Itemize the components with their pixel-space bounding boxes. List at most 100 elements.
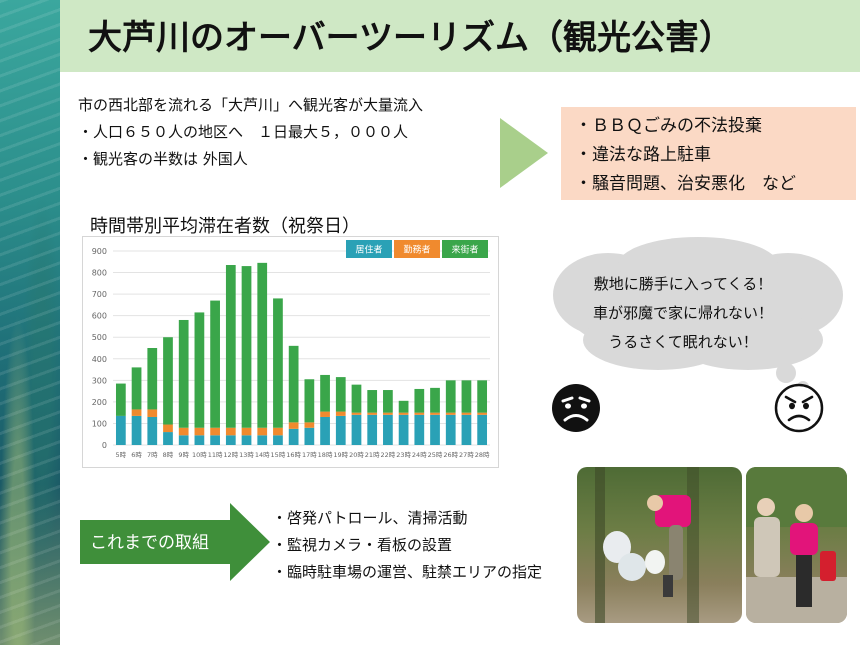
efforts-list: ・啓発パトロール、清掃活動 ・監視カメラ・看板の設置 ・臨時駐車場の運営、駐禁エ… (272, 505, 542, 586)
complaint-text: うるさくて眠れない！ (608, 333, 758, 351)
bar-resident (241, 435, 252, 445)
bar-resident (445, 414, 456, 445)
legend-label: 居住者 (355, 244, 382, 256)
x-tick-label: 16時 (286, 451, 301, 459)
effort-item: ・啓発パトロール、清掃活動 (272, 509, 468, 527)
bar-resident (178, 435, 189, 445)
bar-commuter (383, 412, 393, 415)
bar-visitor (398, 400, 409, 413)
bar-commuter (335, 411, 346, 416)
y-tick-label: 200 (92, 398, 107, 407)
bar-resident (163, 432, 173, 445)
problem-item: ・ＢＢＱごみの不法投棄 (575, 116, 762, 136)
bar-resident (320, 416, 330, 445)
intro-bullet-population: ・人口６５０人の地区へ １日最大５，０００人 (78, 123, 409, 141)
bar-visitor (335, 377, 346, 412)
bar-resident (288, 428, 299, 445)
bar-visitor (241, 266, 252, 428)
bar-resident (210, 435, 220, 445)
bar-resident (147, 416, 158, 445)
efforts-label: これまでの取組 (90, 533, 209, 553)
y-tick-label: 100 (92, 419, 107, 428)
bar-resident (398, 414, 409, 445)
bar-visitor (194, 312, 205, 428)
bar-resident (351, 414, 362, 445)
arrow-right-icon (500, 118, 548, 188)
bar-commuter (131, 409, 142, 416)
legend-swatch (442, 240, 488, 258)
bar-commuter (241, 427, 252, 436)
bar-commuter (414, 412, 425, 415)
bar-visitor (320, 374, 330, 412)
efforts-arrow (80, 503, 270, 581)
y-tick-label: 900 (92, 247, 107, 256)
bar-visitor (257, 262, 268, 428)
y-tick-label: 500 (92, 333, 107, 342)
x-tick-label: 21時 (365, 451, 380, 459)
patrol-photo (746, 467, 847, 623)
y-tick-label: 800 (92, 269, 107, 278)
bar-commuter (477, 412, 488, 415)
y-tick-label: 600 (92, 312, 107, 321)
problem-box: ・ＢＢＱごみの不法投棄 ・違法な路上駐車 ・騒音問題、治安悪化 など (561, 107, 856, 200)
bar-commuter (320, 411, 330, 417)
bar-visitor (461, 380, 472, 413)
x-tick-label: 28時 (475, 451, 490, 459)
bar-commuter (147, 409, 158, 417)
bar-commuter (367, 412, 378, 415)
complaints-bubble: 敷地に勝手に入ってくる！ 車が邪魔で家に帰れない！ うるさくて眠れない！ (558, 270, 808, 357)
x-tick-label: 13時 (239, 451, 254, 459)
bar-resident (414, 414, 425, 445)
x-tick-label: 6時 (131, 451, 142, 459)
bar-visitor (288, 345, 299, 423)
bar-commuter (430, 412, 440, 415)
bar-resident (194, 435, 205, 445)
bar-visitor (445, 380, 456, 413)
x-tick-label: 12時 (223, 451, 238, 459)
complaint-text: 敷地に勝手に入ってくる！ (593, 275, 773, 293)
bar-resident (477, 414, 488, 445)
bar-visitor (225, 265, 236, 428)
x-tick-label: 18時 (318, 451, 333, 459)
bar-visitor (351, 384, 362, 413)
bar-visitor (367, 390, 378, 413)
x-tick-label: 8時 (163, 451, 174, 459)
x-tick-label: 19時 (333, 451, 348, 459)
y-tick-label: 700 (92, 290, 107, 299)
bar-resident (367, 414, 378, 445)
bar-visitor (163, 337, 173, 425)
bar-visitor (304, 379, 315, 423)
legend-swatch (394, 240, 440, 258)
x-tick-label: 17時 (302, 451, 317, 459)
chart-title: 時間帯別平均滞在者数（祝祭日） (90, 216, 360, 237)
bar-visitor (210, 300, 220, 428)
problem-item: ・騒音問題、治安悪化 など (575, 174, 796, 194)
bar-commuter (194, 427, 205, 436)
y-tick-label: 300 (92, 376, 107, 385)
bar-resident (115, 415, 126, 445)
x-tick-label: 9時 (178, 451, 189, 459)
sad-face-icon (552, 384, 600, 432)
x-tick-label: 23時 (396, 451, 411, 459)
intro-block: 市の西北部を流れる「大芦川」へ観光客が大量流入 ・人口６５０人の地区へ １日最大… (78, 92, 423, 173)
bar-commuter (163, 424, 173, 433)
x-tick-label: 20時 (349, 451, 364, 459)
bar-visitor (414, 388, 425, 413)
bar-visitor (115, 383, 126, 416)
river-photo-strip (0, 0, 60, 645)
bar-commuter (225, 427, 236, 436)
bar-commuter (461, 412, 472, 415)
x-tick-label: 15時 (271, 451, 286, 459)
bar-resident (273, 435, 283, 445)
legend-swatch (346, 240, 392, 258)
legend-label: 来街者 (451, 244, 478, 256)
angry-face-icon (774, 383, 824, 433)
bar-visitor (273, 298, 283, 428)
bar-resident (257, 435, 268, 445)
stacked-bar-chart: 0 100 200 300 400 500 600 700 800 900 5時 6時 7時 8時 9時 10… (92, 240, 490, 459)
bar-visitor (131, 367, 142, 410)
x-tick-label: 10時 (192, 451, 207, 459)
bar-visitor (178, 319, 189, 428)
bar-resident (430, 414, 440, 445)
bar-commuter (398, 412, 409, 415)
